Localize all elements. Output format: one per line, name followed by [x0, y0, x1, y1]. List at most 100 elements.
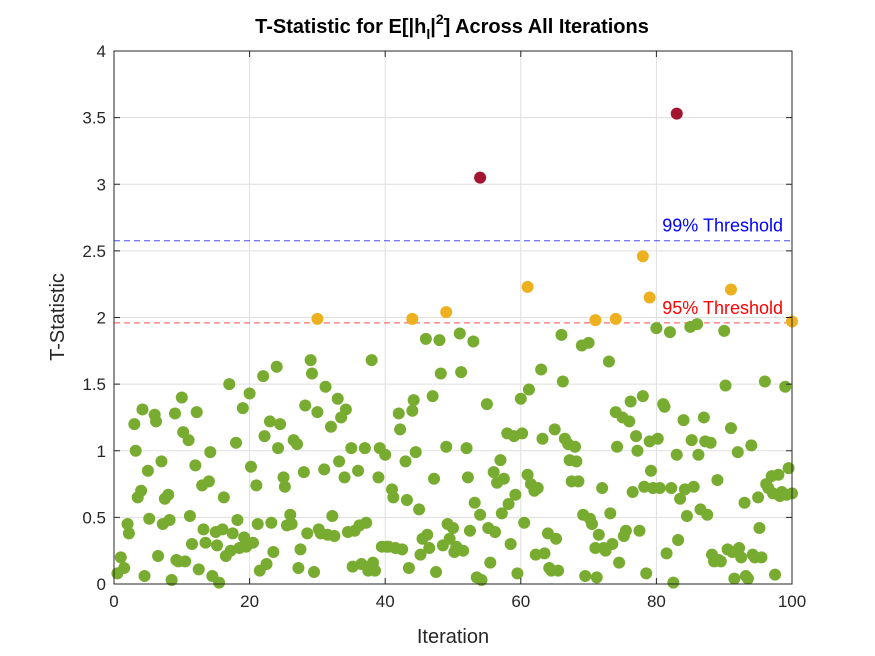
data-point [457, 544, 470, 557]
data-point [474, 508, 487, 521]
data-point [480, 398, 493, 411]
data-point [284, 508, 297, 521]
data-point [190, 406, 203, 419]
data-point [640, 567, 653, 580]
data-point [733, 542, 746, 555]
data-point [413, 503, 426, 516]
data-point [213, 576, 226, 589]
data-point [260, 558, 273, 571]
data-point [467, 335, 480, 348]
data-point [414, 548, 427, 561]
data-point [231, 514, 244, 527]
data-point [677, 414, 690, 427]
data-point [619, 524, 632, 537]
data-point [407, 394, 420, 407]
data-point [304, 354, 317, 367]
data-point [779, 380, 792, 393]
data-point [399, 455, 412, 468]
data-point [250, 479, 263, 492]
data-point [548, 423, 561, 436]
data-point [143, 512, 156, 525]
data-point-above-95 [589, 314, 602, 327]
data-point [665, 482, 678, 495]
data-point [372, 471, 385, 484]
data-point [128, 418, 141, 431]
data-point [453, 327, 466, 340]
data-point [163, 514, 176, 527]
data-point [672, 534, 685, 547]
data-point [387, 491, 400, 504]
data-point [440, 440, 453, 453]
data-point [552, 564, 565, 577]
data-point [230, 436, 243, 449]
data-point [265, 516, 278, 529]
data-point [582, 336, 595, 349]
data-point [692, 448, 705, 461]
data-point-above-95 [406, 312, 419, 325]
data-point [680, 510, 693, 523]
data-point [484, 556, 497, 569]
data-point [152, 550, 165, 563]
y-tick-label: 1 [97, 442, 106, 461]
data-point [402, 562, 415, 575]
data-point-above-95 [521, 280, 534, 293]
data-point [516, 427, 529, 440]
data-point [136, 403, 149, 416]
data-point [150, 415, 163, 428]
data-point [338, 471, 351, 484]
data-point [663, 326, 676, 339]
data-point [121, 518, 134, 531]
data-point [613, 556, 626, 569]
data-point [769, 568, 782, 581]
data-point [550, 532, 563, 545]
data-point [626, 486, 639, 499]
data-point [243, 387, 256, 400]
data-point [129, 444, 142, 457]
data-point [463, 524, 476, 537]
data-point-above-95 [609, 312, 622, 325]
data-point [428, 472, 441, 485]
data-point [331, 392, 344, 405]
data-point [511, 567, 524, 580]
data-point [536, 432, 549, 445]
data-point [299, 399, 312, 412]
data-point [379, 448, 392, 461]
data-point [468, 496, 481, 509]
data-point [165, 574, 178, 587]
data-point [555, 328, 568, 341]
data-point [204, 446, 217, 459]
data-point [419, 332, 432, 345]
data-point [278, 480, 291, 493]
data-point [630, 430, 643, 443]
data-point [521, 468, 534, 481]
data-point-above-95 [311, 312, 324, 325]
data-points [111, 107, 798, 589]
data-point [301, 527, 314, 540]
data-point [604, 507, 617, 520]
data-point [182, 434, 195, 447]
data-point [406, 404, 419, 417]
data-point [724, 422, 737, 435]
data-point-above-99 [670, 107, 683, 120]
data-point [185, 538, 198, 551]
data-point [738, 496, 751, 509]
data-point [169, 407, 182, 420]
data-point [333, 455, 346, 468]
data-point [434, 367, 447, 380]
y-tick-label: 0.5 [82, 508, 106, 527]
data-point [728, 572, 741, 585]
data-point [701, 508, 714, 521]
x-tick-label: 100 [778, 592, 806, 611]
data-point [585, 518, 598, 531]
data-point [297, 466, 310, 479]
data-point [267, 546, 280, 559]
data-point [430, 566, 443, 579]
data-point [211, 539, 224, 552]
data-point [291, 438, 304, 451]
data-point [285, 518, 298, 531]
data-point [263, 415, 276, 428]
data-point-above-99 [474, 171, 487, 184]
data-point [735, 551, 748, 564]
x-tick-label: 0 [109, 592, 118, 611]
data-point [714, 555, 727, 568]
